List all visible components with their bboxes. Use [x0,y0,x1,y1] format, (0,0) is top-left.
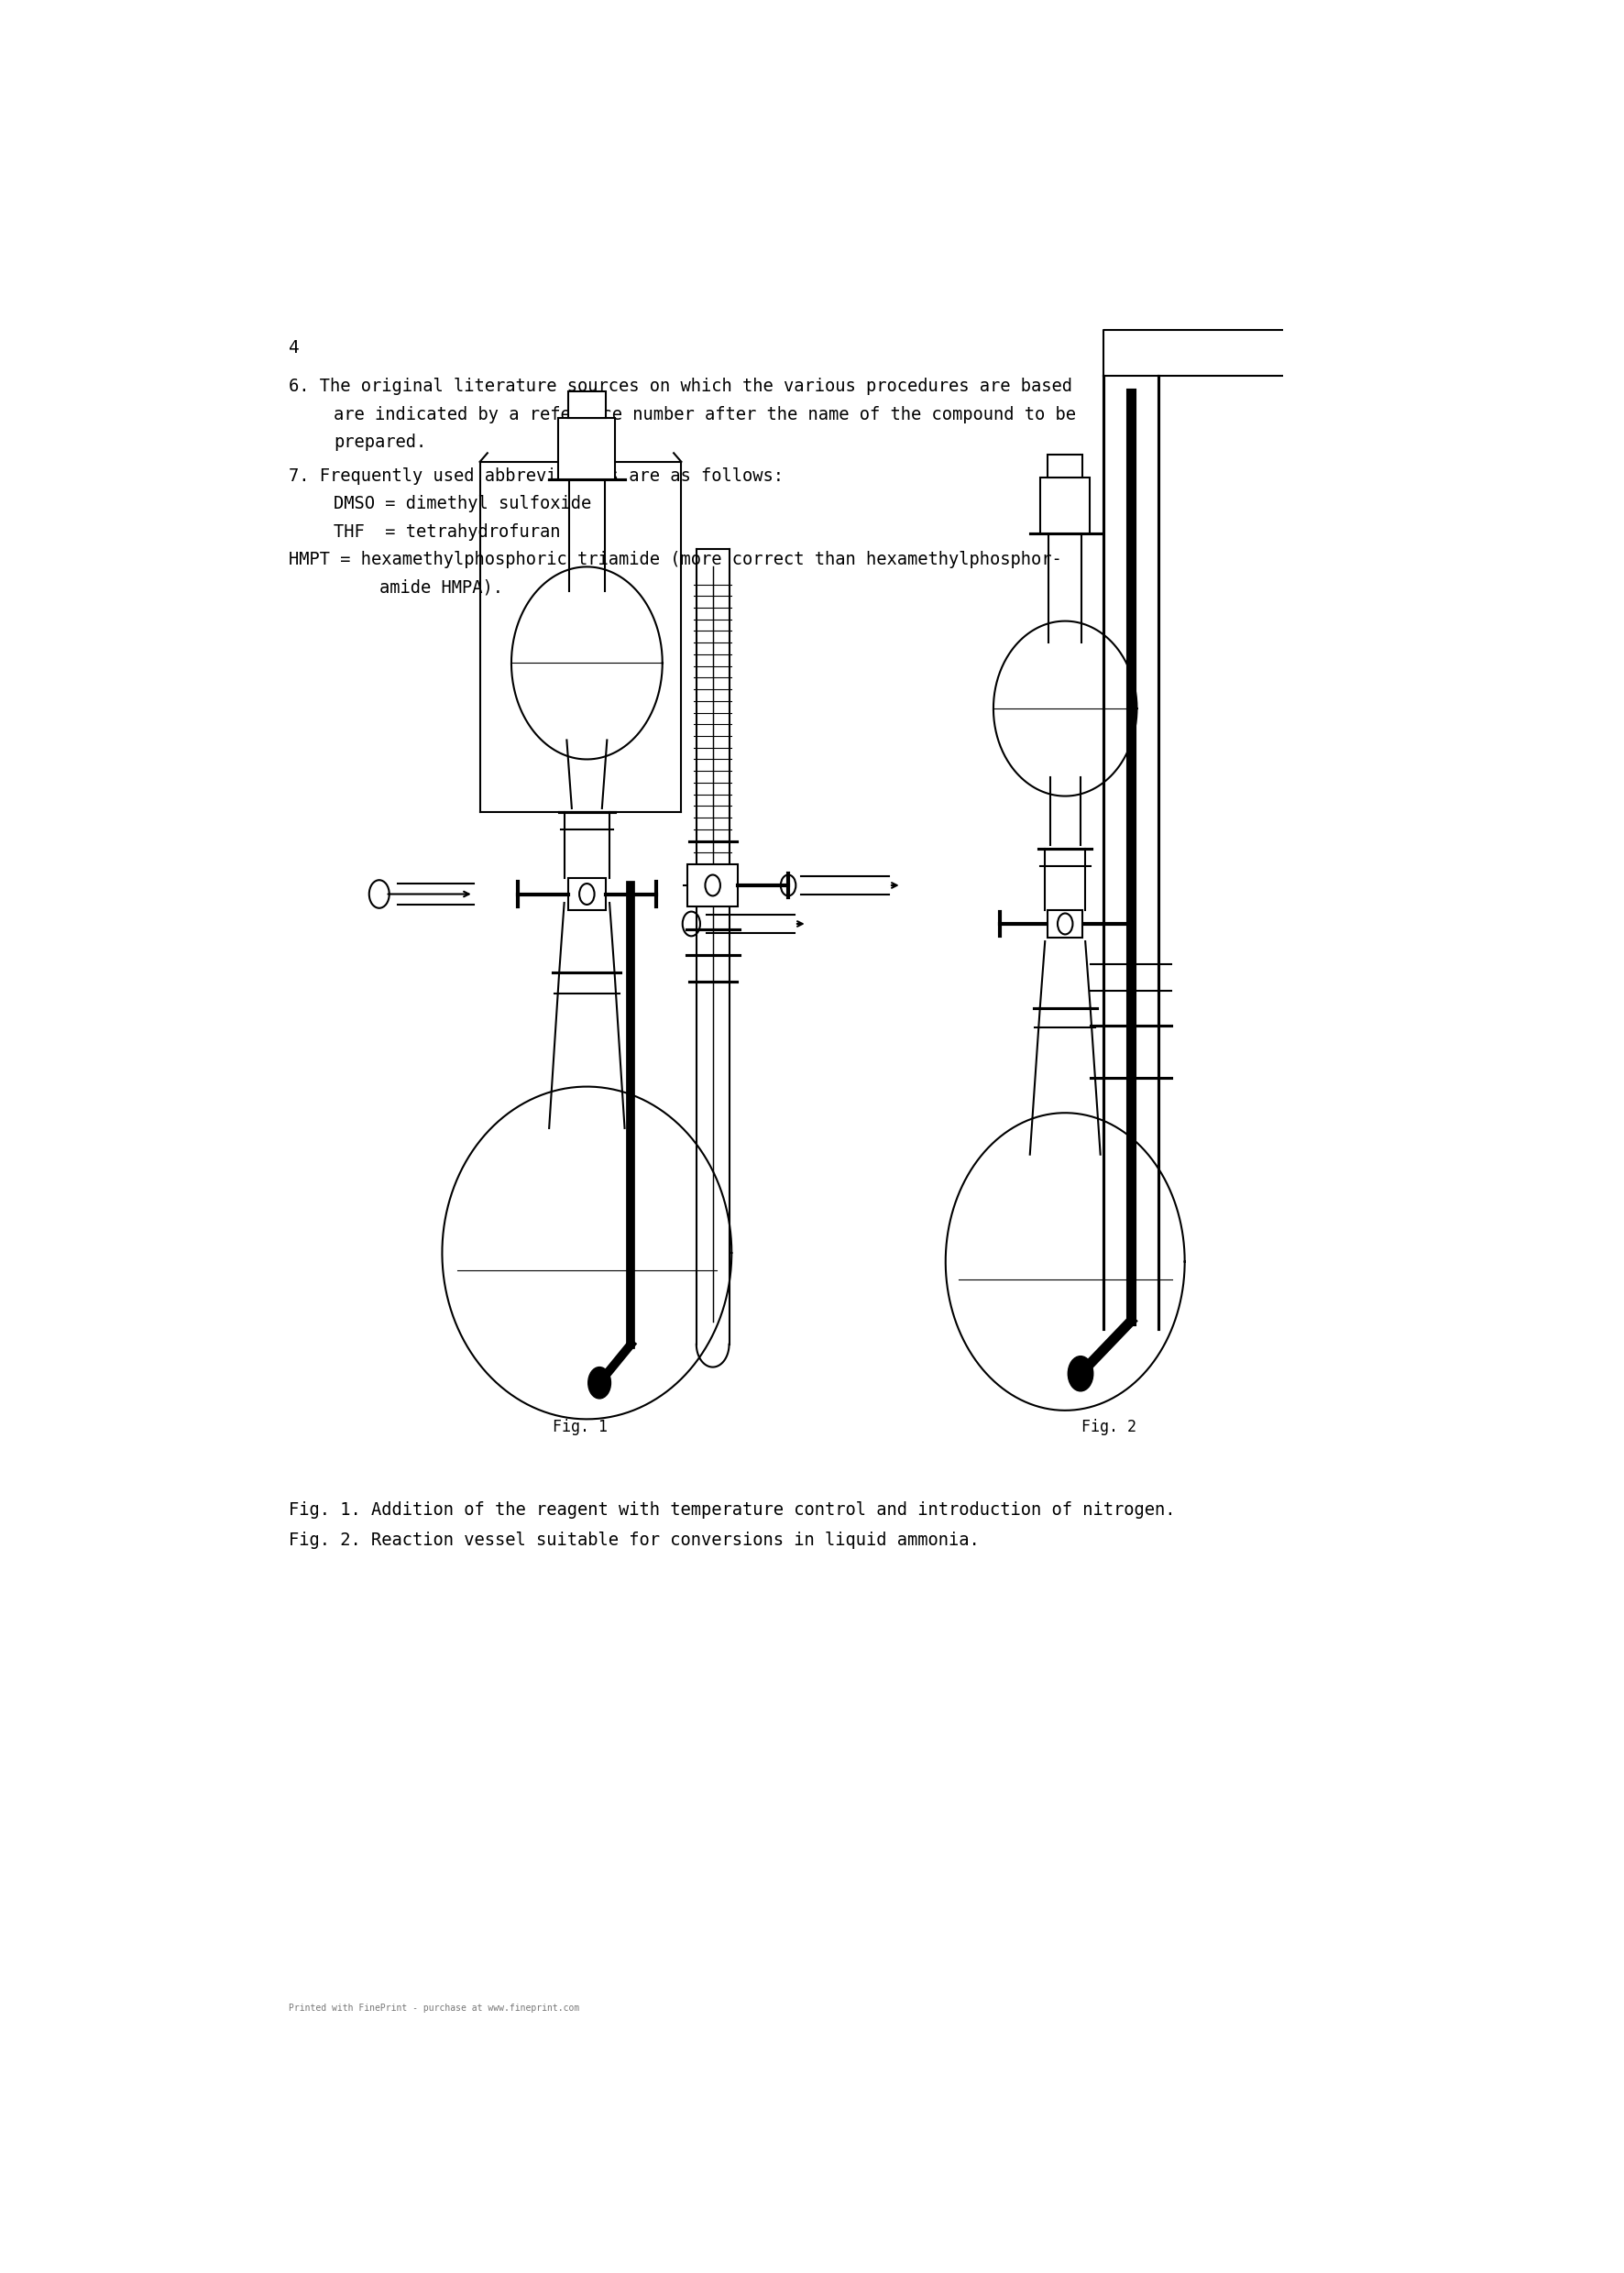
Text: amide HMPA).: amide HMPA). [378,580,503,596]
Text: Fig. 1. Addition of the reagent with temperature control and introduction of nit: Fig. 1. Addition of the reagent with tem… [289,1502,1176,1518]
Bar [559,418,615,480]
Text: 7. Frequently used abbreviations are as follows:: 7. Frequently used abbreviations are as … [289,466,783,484]
Text: Fig. 2. Reaction vessel suitable for conversions in liquid ammonia.: Fig. 2. Reaction vessel suitable for con… [289,1532,979,1548]
Bar [687,864,737,907]
Bar [568,877,606,909]
Bar [1047,909,1083,939]
Bar [568,391,606,418]
Circle shape [588,1366,611,1398]
Bar [1041,477,1090,534]
Text: HMPT = hexamethylphosphoric triamide (more correct than hexamethylphosphor-: HMPT = hexamethylphosphoric triamide (mo… [289,550,1062,568]
Circle shape [1069,1357,1093,1391]
Bar [1047,455,1083,477]
Text: prepared.: prepared. [335,434,427,452]
Text: 6. The original literature sources on which the various procedures are based: 6. The original literature sources on wh… [289,377,1072,396]
Text: 4: 4 [289,339,299,357]
Text: Fig. 1: Fig. 1 [554,1418,607,1437]
Text: are indicated by a reference number after the name of the compound to be: are indicated by a reference number afte… [335,407,1077,423]
Text: THF  = tetrahydrofuran: THF = tetrahydrofuran [335,523,560,541]
Text: DMSO = dimethyl sulfoxide: DMSO = dimethyl sulfoxide [335,496,591,511]
Text: Printed with FinePrint - purchase at www.fineprint.com: Printed with FinePrint - purchase at www… [289,2003,580,2012]
Text: Fig. 2: Fig. 2 [1082,1418,1137,1437]
